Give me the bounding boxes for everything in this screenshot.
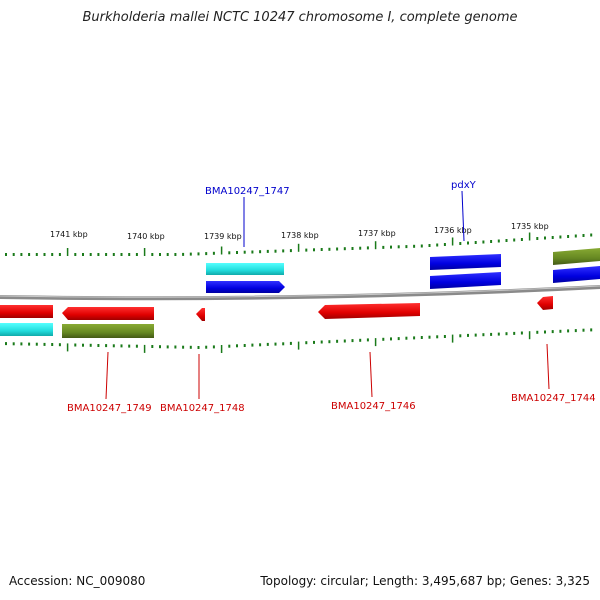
scale-ticks-reverse (5, 328, 593, 353)
feature-cyan-1747-forward[interactable] (206, 263, 284, 275)
feature-red-1749[interactable] (62, 307, 154, 320)
scale-label: 1736 kbp (434, 226, 472, 235)
feature-red-left-edge[interactable] (0, 305, 53, 318)
gene-label-1744[interactable]: BMA10247_1744 (511, 393, 596, 404)
accession-text: Accession: NC_009080 (9, 574, 146, 588)
scale-label: 1740 kbp (127, 232, 165, 241)
feature-red-1744[interactable] (537, 296, 553, 310)
genome-backbone-highlight (0, 285, 600, 298)
gene-label-1748[interactable]: BMA10247_1748 (160, 403, 245, 414)
scale-label: 1735 kbp (511, 222, 549, 231)
feature-red-1748[interactable] (196, 308, 205, 321)
leader-1744 (546, 343, 550, 390)
scale-label: 1739 kbp (204, 232, 242, 241)
scale-label: 1738 kbp (281, 231, 319, 240)
leader-1749 (105, 351, 109, 400)
gene-label-1749[interactable]: BMA10247_1749 (67, 403, 152, 414)
scale-label: 1741 kbp (50, 230, 88, 239)
leader-pdxy (461, 190, 465, 242)
feature-olive-top-right[interactable] (553, 248, 600, 265)
gene-label-1747[interactable]: BMA10247_1747 (205, 186, 290, 197)
feature-blue-1747[interactable] (206, 281, 285, 293)
topology-summary: Topology: circular; Length: 3,495,687 bp… (260, 574, 590, 588)
scale-ticks-forward (5, 232, 593, 256)
feature-blue-pdxy-top[interactable] (430, 254, 501, 270)
feature-olive-1749[interactable] (62, 324, 154, 338)
feature-blue-top-right[interactable] (553, 266, 600, 283)
genome-backbone (0, 285, 600, 301)
feature-red-1746[interactable] (318, 303, 420, 319)
gene-label-1746[interactable]: BMA10247_1746 (331, 401, 416, 412)
feature-cyan-left-edge[interactable] (0, 323, 53, 336)
map-title: Burkholderia mallei NCTC 10247 chromosom… (82, 10, 518, 25)
scale-label: 1737 kbp (358, 229, 396, 238)
leader-1746 (369, 351, 373, 398)
gene-label-pdxy[interactable]: pdxY (451, 180, 477, 191)
feature-blue-pdxy[interactable] (430, 272, 501, 289)
